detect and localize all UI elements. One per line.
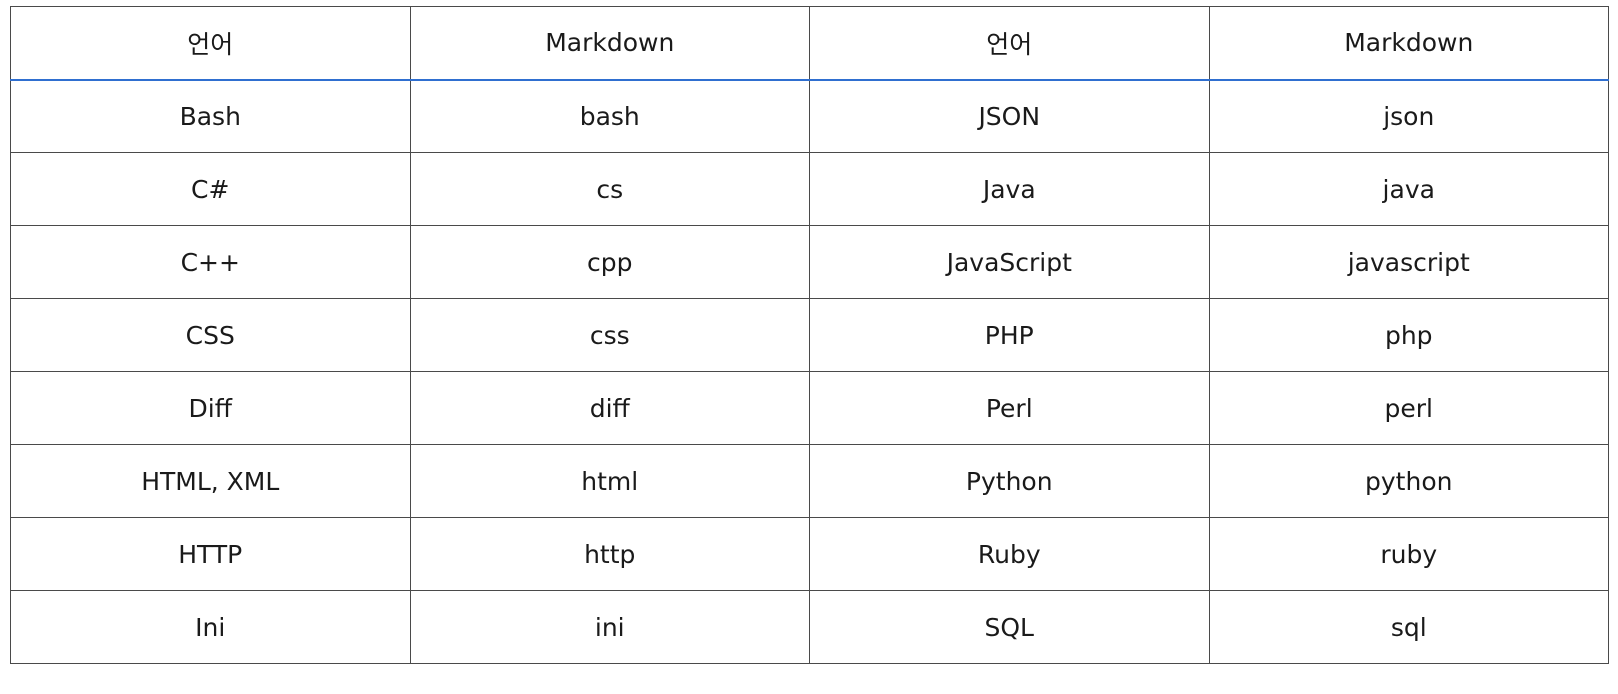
language-table-container: 언어 Markdown 언어 Markdown Bash bash JSON j…	[10, 6, 1609, 664]
language-cell: HTTP	[10, 517, 411, 591]
table-row: Bash bash JSON json	[10, 79, 1609, 153]
markdown-cell: bash	[409, 79, 810, 153]
language-cell: HTML, XML	[10, 444, 411, 518]
header-language-2: 언어	[809, 6, 1210, 81]
header-row: 언어 Markdown 언어 Markdown	[10, 6, 1609, 81]
language-cell: Ini	[10, 590, 411, 664]
table-header: 언어 Markdown 언어 Markdown	[10, 6, 1609, 81]
language-cell: CSS	[10, 298, 411, 372]
language-cell: Ruby	[809, 517, 1210, 591]
markdown-cell: http	[409, 517, 810, 591]
table-row: Ini ini SQL sql	[10, 590, 1609, 664]
language-markdown-table: 언어 Markdown 언어 Markdown Bash bash JSON j…	[10, 6, 1609, 664]
language-cell: Perl	[809, 371, 1210, 445]
markdown-cell: html	[409, 444, 810, 518]
markdown-cell: ruby	[1208, 517, 1609, 591]
markdown-cell: python	[1208, 444, 1609, 518]
table-row: CSS css PHP php	[10, 298, 1609, 372]
table-row: HTTP http Ruby ruby	[10, 517, 1609, 591]
markdown-cell: php	[1208, 298, 1609, 372]
table-row: C++ cpp JavaScript javascript	[10, 225, 1609, 299]
markdown-cell: javascript	[1208, 225, 1609, 299]
table-row: Diff diff Perl perl	[10, 371, 1609, 445]
header-language-1: 언어	[10, 6, 411, 81]
markdown-cell: json	[1208, 79, 1609, 153]
language-cell: C#	[10, 152, 411, 226]
table-row: HTML, XML html Python python	[10, 444, 1609, 518]
language-cell: Java	[809, 152, 1210, 226]
markdown-cell: perl	[1208, 371, 1609, 445]
markdown-cell: cs	[409, 152, 810, 226]
header-markdown-1: Markdown	[409, 6, 810, 81]
markdown-cell: cpp	[409, 225, 810, 299]
markdown-cell: java	[1208, 152, 1609, 226]
language-cell: C++	[10, 225, 411, 299]
markdown-cell: css	[409, 298, 810, 372]
markdown-cell: sql	[1208, 590, 1609, 664]
markdown-cell: ini	[409, 590, 810, 664]
language-cell: SQL	[809, 590, 1210, 664]
table-row: C# cs Java java	[10, 152, 1609, 226]
language-cell: JSON	[809, 79, 1210, 153]
markdown-cell: diff	[409, 371, 810, 445]
language-cell: JavaScript	[809, 225, 1210, 299]
language-cell: Bash	[10, 79, 411, 153]
table-body: Bash bash JSON json C# cs Java java C++ …	[10, 79, 1609, 664]
language-cell: PHP	[809, 298, 1210, 372]
language-cell: Diff	[10, 371, 411, 445]
header-markdown-2: Markdown	[1208, 6, 1609, 81]
language-cell: Python	[809, 444, 1210, 518]
